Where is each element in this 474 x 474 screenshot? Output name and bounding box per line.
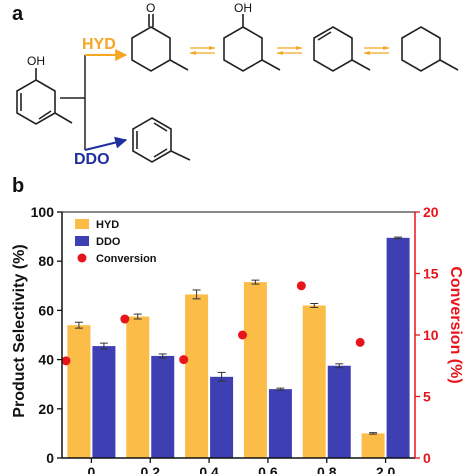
conversion-point (61, 356, 71, 366)
methylcyclohexane-structure (401, 26, 459, 72)
error-bar-ddo (276, 387, 285, 391)
ketone-o-label: O (146, 1, 155, 15)
y-tick-label: 80 (38, 253, 54, 269)
toluene-structure (132, 117, 191, 163)
error-bar-ddo (217, 371, 226, 382)
methylcyclohexene-structure (313, 26, 371, 72)
right-y-axis-title: Conversion (%) (447, 266, 464, 383)
bar-hyd (243, 282, 267, 458)
error-bar-ddo (99, 342, 108, 350)
bar-hyd (126, 316, 150, 458)
legend-conversion-label: Conversion (96, 253, 157, 265)
bar-series-group (67, 236, 410, 458)
methylcyclohexanone-structure: O (131, 1, 189, 72)
right-y-tick-label: 5 (423, 389, 431, 405)
error-bar-hyd (74, 321, 83, 329)
legend-ddo-label: DDO (96, 236, 121, 248)
conversion-point (238, 330, 247, 340)
conversion-point (355, 337, 365, 347)
x-tick-label: 2.0 (376, 464, 396, 474)
ddo-path-label: DDO (74, 151, 110, 168)
error-bar-hyd (133, 313, 142, 320)
x-tick-label: 0.4 (199, 464, 219, 474)
methylcyclohexanol-structure: OH (223, 1, 281, 72)
panel-b-label: b (12, 175, 24, 197)
hyd-path-label: HYD (82, 36, 116, 53)
right-y-tick-label: 10 (423, 327, 439, 343)
bar-ddo (386, 237, 410, 458)
panel-a-label: a (12, 3, 24, 25)
bar-hyd (185, 294, 209, 458)
bar-ddo (327, 365, 351, 458)
ddo-arrow (84, 136, 128, 151)
x-tick-label: 0 (88, 464, 96, 474)
bar-hyd (67, 325, 91, 458)
conversion-point (296, 281, 306, 291)
x-tick-label: 0.2 (141, 464, 161, 474)
x-tick-label: 0.8 (317, 464, 337, 474)
right-y-tick-label: 0 (423, 450, 431, 466)
error-bar-ddo (335, 363, 344, 369)
conversion-points-group (61, 281, 365, 366)
bar-ddo (210, 376, 234, 458)
reactant-oh-label: OH (27, 54, 45, 68)
error-bar-hyd (251, 279, 260, 285)
x-tick-label: 0.6 (258, 464, 278, 474)
y-tick-label: 0 (46, 450, 54, 466)
error-bar-hyd (192, 289, 201, 300)
legend-hyd-label: HYD (96, 219, 119, 231)
bar-hyd (302, 305, 326, 458)
error-bar-ddo (158, 353, 167, 359)
m-cresol-structure: OH (16, 54, 73, 125)
chart: 0 0.2 0.4 0.6 0.8 2.0 0 20 40 60 80 100 0 5 10 15 20 Pro… (11, 204, 464, 474)
conversion-point (120, 314, 130, 324)
bar-ddo (268, 389, 292, 458)
legend-conversion-marker (77, 253, 87, 263)
legend-ddo-swatch (75, 236, 89, 246)
y-tick-label: 60 (38, 302, 54, 318)
right-y-tick-label: 20 (423, 204, 439, 220)
error-bar-ddo (394, 236, 403, 240)
alcohol-oh-label: OH (234, 1, 252, 15)
error-bar-hyd (310, 303, 319, 308)
legend-hyd-swatch (75, 219, 89, 229)
y-tick-label: 40 (38, 352, 54, 368)
chart-axes: 0 0.2 0.4 0.6 0.8 2.0 0 20 40 60 80 100 0 5 10 15 20 (31, 204, 439, 474)
legend: HYD DDO Conversion (75, 219, 157, 265)
bar-hyd (361, 433, 385, 458)
bar-ddo (92, 346, 116, 458)
y-axis-title: Product Selectivity (%) (11, 244, 28, 417)
y-tick-label: 20 (38, 401, 54, 417)
bar-ddo (151, 355, 175, 458)
error-bar-hyd (369, 432, 378, 435)
conversion-point (179, 355, 189, 365)
y-tick-label: 100 (31, 204, 55, 220)
reaction-scheme: a OH HYD DDO O (12, 1, 459, 168)
right-y-tick-label: 15 (423, 266, 439, 282)
